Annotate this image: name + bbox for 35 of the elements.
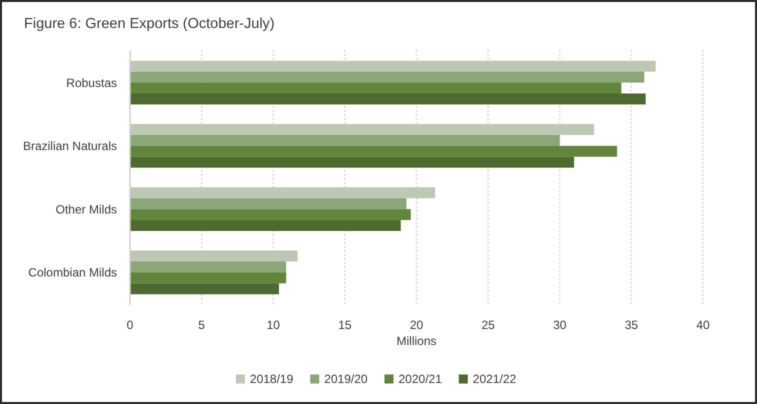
bar — [130, 272, 286, 284]
x-tick-label: 10 — [266, 318, 280, 332]
bar — [130, 82, 622, 94]
legend-label: 2019/20 — [324, 372, 368, 386]
bar — [130, 220, 401, 231]
bar — [130, 146, 618, 157]
legend-label: 2021/22 — [472, 372, 517, 386]
y-tick-label: Robustas — [66, 76, 117, 90]
bar — [130, 283, 279, 294]
bar — [130, 250, 298, 262]
bar — [130, 60, 656, 72]
y-tick-label: Brazilian Naturals — [22, 139, 117, 154]
x-tick-label: 35 — [624, 318, 638, 332]
bar — [130, 156, 574, 168]
x-tick-label: 5 — [198, 318, 206, 332]
x-tick-label: 25 — [481, 318, 496, 332]
bar — [130, 198, 406, 210]
y-tick-label: Colombian Milds — [28, 266, 117, 280]
bar — [130, 134, 560, 146]
bar — [130, 187, 436, 198]
x-tick-label: 30 — [553, 318, 567, 332]
chart-title: Figure 6: Green Exports (October-July) — [24, 16, 275, 32]
x-tick-label: 0 — [126, 318, 134, 332]
x-tick-label: 15 — [338, 318, 352, 332]
y-tick-label: Other Milds — [56, 202, 117, 216]
x-tick-label: 40 — [696, 318, 710, 332]
bar — [130, 94, 646, 104]
x-axis-title: Millions — [396, 334, 437, 348]
bar — [130, 209, 411, 220]
bar — [130, 124, 594, 135]
bar — [130, 72, 644, 83]
bar — [130, 262, 286, 272]
x-tick-label: 20 — [410, 318, 424, 332]
legend-label: 2018/19 — [250, 372, 294, 386]
legend-label: 2020/21 — [398, 372, 442, 386]
